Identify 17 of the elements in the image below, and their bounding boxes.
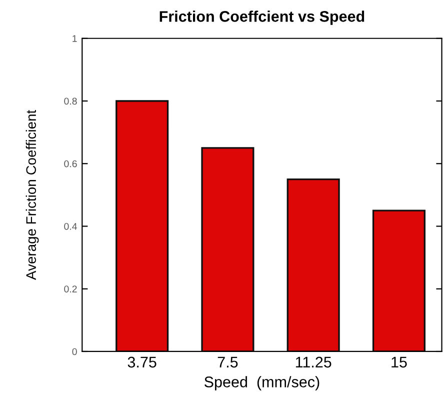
x-tick-label: 15 (392, 356, 407, 368)
bar (116, 100, 169, 352)
y-tick-label: 0 (72, 348, 77, 356)
chart-title: Friction Coeffcient vs Speed (160, 10, 364, 25)
x-tick-label: 3.75 (128, 356, 156, 368)
bar (201, 147, 254, 352)
y-tick-label: 0.4 (64, 222, 77, 230)
y-tick-label: 1 (72, 35, 77, 42)
x-axis-title: Speed (mm/sec) (204, 376, 320, 390)
y-tick-label: 0.2 (64, 286, 77, 292)
x-tick-label: 11.25 (296, 356, 332, 368)
y-axis-title: Average Friction Coefficient (26, 110, 39, 280)
y-tick-label: 0.6 (64, 160, 77, 168)
x-tick-label: 7.5 (218, 356, 238, 368)
y-tick-label: 0.8 (64, 98, 77, 105)
bar (372, 210, 426, 352)
bar (286, 178, 340, 352)
